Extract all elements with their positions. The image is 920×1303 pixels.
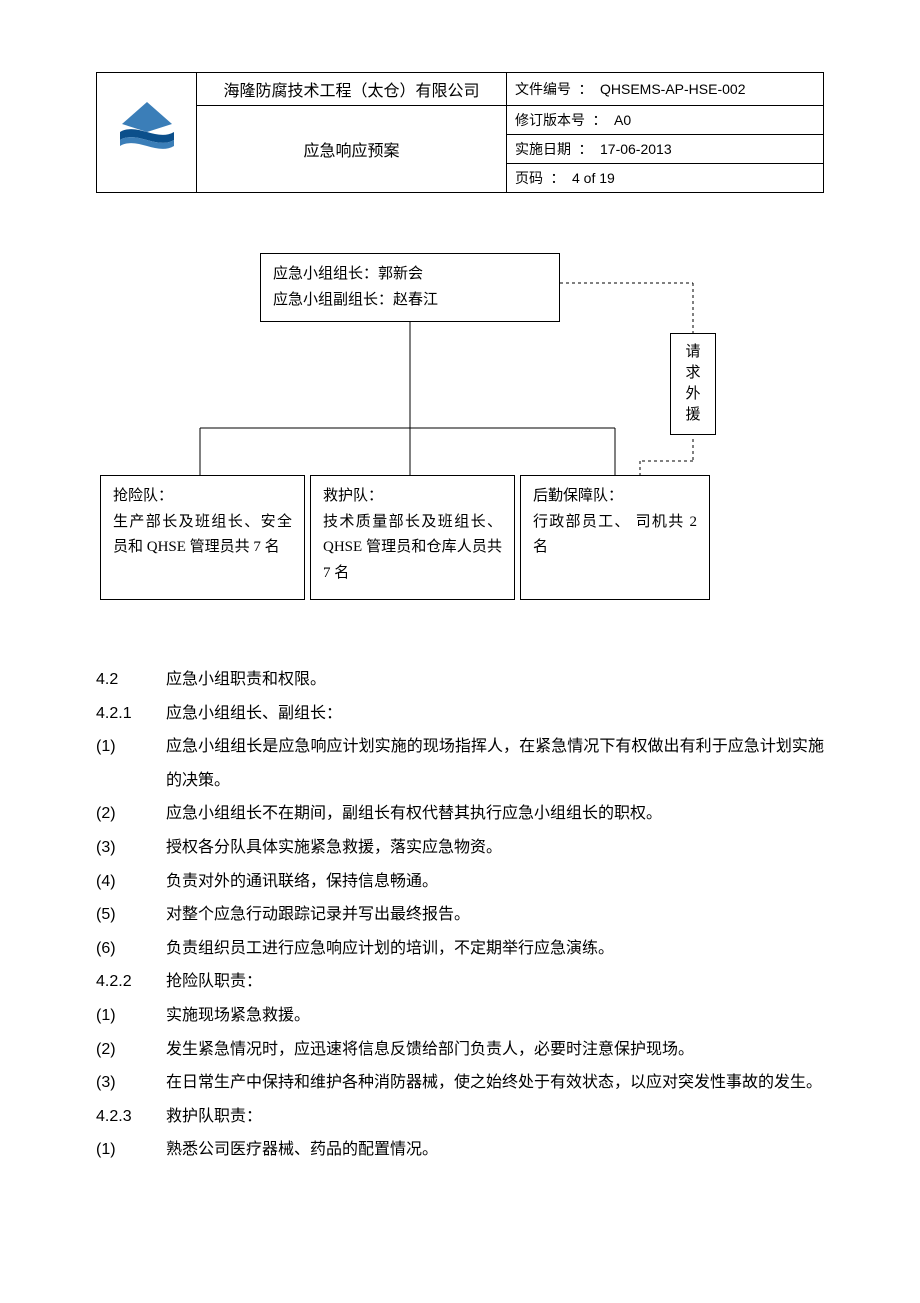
section-text: 发生紧急情况时，应迅速将信息反馈给部门负责人，必要时注意保护现场。 <box>166 1033 824 1067</box>
section-row: (5) 对整个应急行动跟踪记录并写出最终报告。 <box>96 898 824 932</box>
section-text: 对整个应急行动跟踪记录并写出最终报告。 <box>166 898 824 932</box>
meta-row-2: 实施日期 ： 17-06-2013 <box>507 135 824 164</box>
meta-sep: ： <box>547 172 569 187</box>
page: 海隆防腐技术工程（太仓）有限公司 文件编号 ： QHSEMS-AP-HSE-00… <box>0 0 920 1303</box>
section-row: 4.2.3 救护队职责： <box>96 1100 824 1134</box>
section-row: (3) 在日常生产中保持和维护各种消防器械，使之始终处于有效状态，以应对突发性事… <box>96 1066 824 1100</box>
meta-sep: ： <box>589 114 611 129</box>
section-text: 应急小组职责和权限。 <box>166 663 824 697</box>
section-text: 负责对外的通讯联络，保持信息畅通。 <box>166 865 824 899</box>
org-external-text: 请求外援 <box>686 342 701 426</box>
meta-value-2: 17-06-2013 <box>600 141 672 157</box>
section-row: 4.2.1 应急小组组长、副组长： <box>96 697 824 731</box>
section-row: (6) 负责组织员工进行应急响应计划的培训，不定期举行应急演练。 <box>96 932 824 966</box>
body-content: 4.2 应急小组职责和权限。 4.2.1 应急小组组长、副组长： (1) 应急小… <box>96 663 824 1167</box>
org-team-3-title: 后勤保障队： <box>533 484 697 510</box>
org-team-2-body: 技术质量部长及班组长、QHSE 管理员和仓库人员共 7 名 <box>323 510 502 587</box>
meta-sep: ： <box>575 83 597 98</box>
section-num: 4.2.2 <box>96 965 166 999</box>
meta-label-0: 文件编号 <box>515 83 571 98</box>
section-text: 熟悉公司医疗器械、药品的配置情况。 <box>166 1133 824 1167</box>
section-row: (2) 应急小组组长不在期间，副组长有权代替其执行应急小组组长的职权。 <box>96 797 824 831</box>
section-row: (3) 授权各分队具体实施紧急救援，落实应急物资。 <box>96 831 824 865</box>
section-num: (6) <box>96 932 166 966</box>
logo-cell <box>97 73 197 193</box>
section-row: 4.2.2 抢险队职责： <box>96 965 824 999</box>
meta-label-3: 页码 <box>515 172 543 187</box>
meta-sep: ： <box>575 143 597 158</box>
section-text: 授权各分队具体实施紧急救援，落实应急物资。 <box>166 831 824 865</box>
section-num: (1) <box>96 999 166 1033</box>
org-team-3: 后勤保障队： 行政部员工、 司机共 2名 <box>520 475 710 600</box>
section-num: (5) <box>96 898 166 932</box>
section-num: (3) <box>96 831 166 865</box>
org-team-2-title: 救护队： <box>323 484 502 510</box>
section-num: (4) <box>96 865 166 899</box>
org-team-1-title: 抢险队： <box>113 484 292 510</box>
meta-row-0: 文件编号 ： QHSEMS-AP-HSE-002 <box>507 73 824 106</box>
section-text: 应急小组组长、副组长： <box>166 697 824 731</box>
org-leader-line2: 应急小组副组长：赵春江 <box>273 288 547 314</box>
section-row: (4) 负责对外的通讯联络，保持信息畅通。 <box>96 865 824 899</box>
section-row: (2) 发生紧急情况时，应迅速将信息反馈给部门负责人，必要时注意保护现场。 <box>96 1033 824 1067</box>
document-header-table: 海隆防腐技术工程（太仓）有限公司 文件编号 ： QHSEMS-AP-HSE-00… <box>96 72 824 193</box>
org-leader-line1: 应急小组组长：郭新会 <box>273 262 547 288</box>
section-row: (1) 应急小组组长是应急响应计划实施的现场指挥人，在紧急情况下有权做出有利于应… <box>96 730 824 797</box>
section-num: (2) <box>96 1033 166 1067</box>
section-text: 在日常生产中保持和维护各种消防器械，使之始终处于有效状态，以应对突发性事故的发生… <box>166 1066 824 1100</box>
company-name: 海隆防腐技术工程（太仓）有限公司 <box>197 73 507 106</box>
section-num: 4.2.1 <box>96 697 166 731</box>
org-team-1: 抢险队： 生产部长及班组长、安全员和 QHSE 管理员共 7 名 <box>100 475 305 600</box>
section-num: (1) <box>96 1133 166 1167</box>
section-num: (1) <box>96 730 166 797</box>
org-external-box: 请求外援 <box>670 333 716 435</box>
meta-value-0: QHSEMS-AP-HSE-002 <box>600 81 745 97</box>
section-text: 救护队职责： <box>166 1100 824 1134</box>
section-text: 应急小组组长不在期间，副组长有权代替其执行应急小组组长的职权。 <box>166 797 824 831</box>
section-row: (1) 熟悉公司医疗器械、药品的配置情况。 <box>96 1133 824 1167</box>
meta-row-1: 修订版本号 ： A0 <box>507 106 824 135</box>
section-text: 实施现场紧急救援。 <box>166 999 824 1033</box>
section-num: 4.2 <box>96 663 166 697</box>
section-text: 负责组织员工进行应急响应计划的培训，不定期举行应急演练。 <box>166 932 824 966</box>
org-chart: 应急小组组长：郭新会 应急小组副组长：赵春江 请求外援 抢险队： 生产部长及班组… <box>100 253 820 633</box>
org-leader-box: 应急小组组长：郭新会 应急小组副组长：赵春江 <box>260 253 560 322</box>
org-team-1-body: 生产部长及班组长、安全员和 QHSE 管理员共 7 名 <box>113 510 292 561</box>
meta-value-3: 4 of 19 <box>572 170 615 186</box>
org-team-2: 救护队： 技术质量部长及班组长、QHSE 管理员和仓库人员共 7 名 <box>310 475 515 600</box>
document-title: 应急响应预案 <box>197 106 507 193</box>
org-team-3-body: 行政部员工、 司机共 2名 <box>533 510 697 561</box>
section-num: (2) <box>96 797 166 831</box>
meta-row-3: 页码 ： 4 of 19 <box>507 164 824 193</box>
section-row: 4.2 应急小组职责和权限。 <box>96 663 824 697</box>
meta-label-2: 实施日期 <box>515 143 571 158</box>
meta-value-1: A0 <box>614 112 631 128</box>
section-num: (3) <box>96 1066 166 1100</box>
section-text: 应急小组组长是应急响应计划实施的现场指挥人，在紧急情况下有权做出有利于应急计划实… <box>166 730 824 797</box>
meta-label-1: 修订版本号 <box>515 114 585 129</box>
section-row: (1) 实施现场紧急救援。 <box>96 999 824 1033</box>
section-num: 4.2.3 <box>96 1100 166 1134</box>
company-logo-icon <box>112 100 182 160</box>
section-text: 抢险队职责： <box>166 965 824 999</box>
